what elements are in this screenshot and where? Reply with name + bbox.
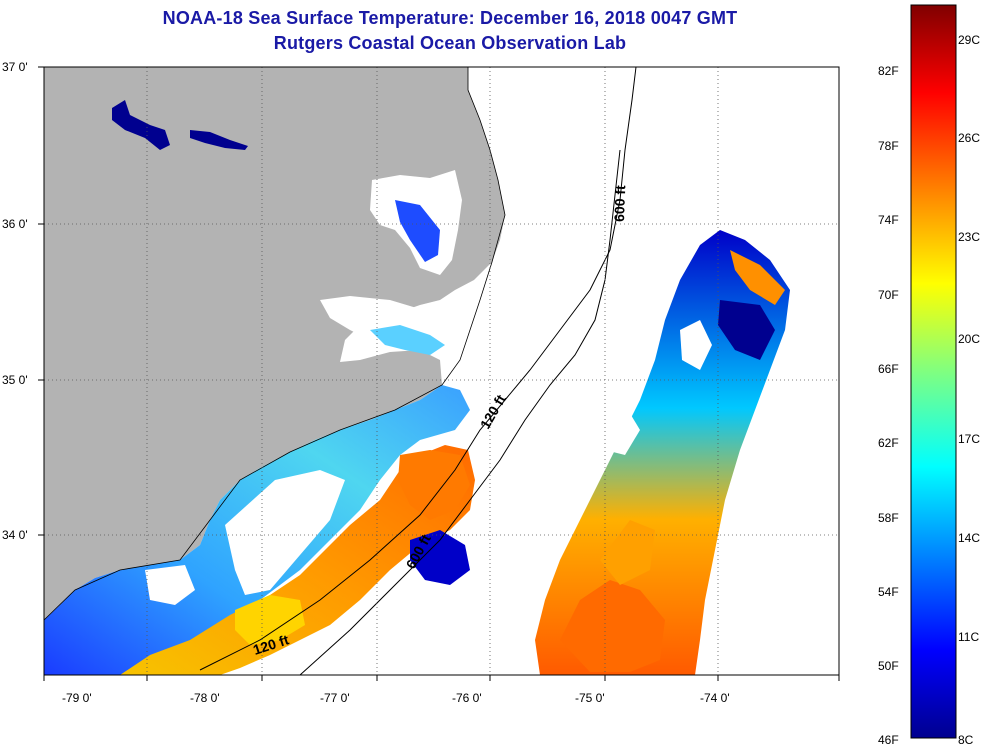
colorbar-c-label: 8C (958, 733, 974, 747)
colorbar-c-label: 26C (958, 131, 980, 145)
colorbar-f-label: 82F (878, 64, 899, 78)
lat-label: 37 0' (2, 60, 28, 74)
colorbar-f-label: 62F (878, 436, 899, 450)
coastline (43, 67, 506, 621)
sound-water (370, 325, 445, 355)
map-border (43, 66, 840, 676)
colorbar-f-label: 58F (878, 511, 899, 525)
colorbar-c-label: 20C (958, 332, 980, 346)
colorbar-c-label: 11C (958, 630, 979, 644)
lon-label: -74 0' (700, 691, 730, 705)
colorbar-f-label: 70F (878, 288, 899, 302)
bathymetry-contour-600ft (299, 149, 621, 676)
axis-ticks (38, 66, 840, 681)
colorbar-c-label: 29C (958, 33, 980, 47)
lon-label: -77 0' (320, 691, 350, 705)
cloud-mask (225, 470, 345, 595)
warm-core-sst (398, 450, 470, 520)
colorbar-f-label: 78F (878, 139, 899, 153)
lon-label: -76 0' (452, 691, 482, 705)
map-title: NOAA-18 Sea Surface Temperature: Decembe… (162, 8, 738, 28)
colorbar-f-label: 74F (878, 213, 899, 227)
colorbar-c-label: 17C (958, 432, 980, 446)
lon-label: -75 0' (575, 691, 605, 705)
lat-label: 34 0' (2, 528, 28, 542)
bathymetry-contour-120ft (199, 66, 637, 671)
colorbar-f-label: 46F (878, 733, 899, 747)
colorbar-c-label: 14C (958, 531, 980, 545)
lon-label: -79 0' (62, 691, 92, 705)
inland-water (190, 130, 248, 150)
warm-patch-sst (235, 595, 305, 645)
cloud-mask (600, 405, 640, 455)
lon-label: -78 0' (190, 691, 220, 705)
graticule (44, 67, 839, 675)
colorbar-c-label: 23C (958, 230, 980, 244)
warm-offshore-sst (730, 250, 785, 305)
depth-label: 600 ft (611, 185, 628, 222)
sound-water (395, 200, 440, 262)
cloud-mask (145, 565, 195, 605)
warm-band-sst (120, 445, 475, 675)
warm-offshore-sst (600, 520, 655, 585)
colorbar (910, 4, 957, 739)
colorbar-f-label: 54F (878, 585, 899, 599)
inland-water (112, 100, 170, 150)
lat-label: 36 0' (2, 217, 28, 231)
offshore-sst (535, 230, 790, 675)
cold-offshore-sst (718, 300, 775, 360)
map-subtitle: Rutgers Coastal Ocean Observation Lab (273, 33, 627, 53)
colorbar-f-label: 66F (878, 362, 899, 376)
warm-offshore-sst (560, 580, 665, 672)
lat-label: 35 0' (2, 373, 28, 387)
cool-pocket-sst (410, 530, 470, 585)
cloud-mask (680, 320, 712, 370)
colorbar-f-label: 50F (878, 659, 899, 673)
